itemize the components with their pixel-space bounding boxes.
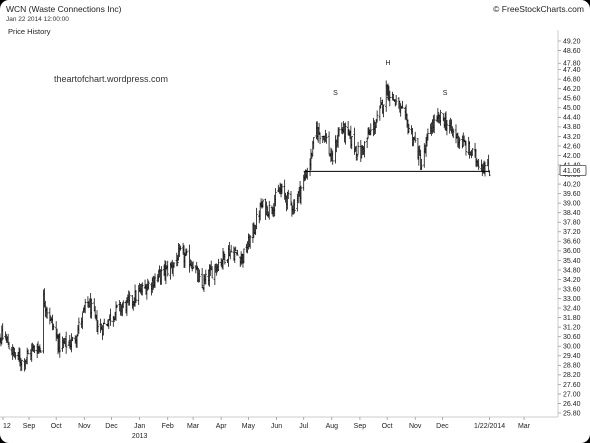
x-year-label: 2013 [132, 433, 148, 440]
x-tick-label: Oct [382, 423, 393, 430]
x-tick-label: 1/22/2014 [474, 423, 505, 430]
last-price-label: 41.06 [563, 168, 581, 175]
last-price-box [559, 165, 587, 176]
y-tick-label: 43.80 [563, 124, 581, 131]
y-tick-label: 42.00 [563, 153, 581, 160]
price-bars [0, 80, 491, 372]
x-tick-label: May [242, 423, 256, 430]
x-tick-label: 12 [3, 423, 11, 430]
y-tick-label: 31.20 [563, 325, 581, 332]
x-tick-label: Jul [299, 423, 308, 430]
y-tick-label: 30.00 [563, 344, 581, 351]
y-tick-label: 40.20 [563, 181, 581, 188]
pattern-annotation: S [333, 90, 338, 97]
x-tick-label: Dec [105, 423, 118, 430]
y-tick-label: 34.80 [563, 267, 581, 274]
y-tick-label: 37.80 [563, 220, 581, 227]
y-tick-label: 47.80 [563, 61, 581, 68]
y-tick-label: 33.00 [563, 296, 581, 303]
y-tick-label: 46.20 [563, 86, 581, 93]
x-tick-label: Mar [518, 423, 531, 430]
y-tick-label: 28.80 [563, 363, 581, 370]
y-tick-label: 26.40 [563, 401, 581, 408]
y-tick-label: 29.40 [563, 353, 581, 360]
x-tick-label: Dec [436, 423, 449, 430]
x-tick-label: Sep [23, 423, 36, 430]
y-tick-label: 33.60 [563, 286, 581, 293]
pattern-annotation: S [443, 90, 448, 97]
brand-label: © FreeStockCharts.com [493, 4, 584, 14]
pattern-annotation: H [385, 60, 390, 67]
chart-date: Jan 22 2014 12:00:00 [6, 16, 69, 23]
y-tick-label: 39.00 [563, 201, 581, 208]
y-tick-label: 42.60 [563, 143, 581, 150]
y-tick-label: 34.20 [563, 277, 581, 284]
y-tick-label: 43.20 [563, 134, 581, 141]
x-tick-label: Jan [134, 423, 145, 430]
x-tick-label: Aug [326, 423, 339, 430]
x-tick-label: Jun [271, 423, 282, 430]
y-tick-label: 39.60 [563, 191, 581, 198]
legend: Price History [6, 26, 53, 37]
y-tick-label: 36.00 [563, 248, 581, 255]
y-tick-label: 36.60 [563, 239, 581, 246]
y-tick-label: 31.80 [563, 315, 581, 322]
y-tick-label: 27.60 [563, 382, 581, 389]
y-tick-label: 48.60 [563, 48, 581, 55]
x-tick-label: Mar [187, 423, 200, 430]
x-tick-label: Nov [409, 423, 422, 430]
x-tick-label: Apr [216, 423, 228, 430]
y-tick-label: 32.40 [563, 305, 581, 312]
chart-title: WCN (Waste Connections Inc) [6, 4, 122, 14]
y-tick-label: 46.80 [563, 77, 581, 84]
x-tick-label: Nov [78, 423, 91, 430]
y-tick-label: 25.80 [563, 410, 581, 417]
x-tick-label: Feb [162, 423, 174, 430]
x-tick-label: Sep [354, 423, 367, 430]
watermark: theartofchart.wordpress.com [54, 74, 169, 84]
y-tick-label: 44.40 [563, 115, 581, 122]
y-tick-label: 28.20 [563, 372, 581, 379]
y-tick-label: 47.40 [563, 67, 581, 74]
y-tick-label: 49.20 [563, 38, 581, 45]
y-tick-label: 37.20 [563, 229, 581, 236]
y-tick-label: 27.00 [563, 391, 581, 398]
y-tick-label: 45.60 [563, 96, 581, 103]
x-tick-label: Oct [51, 423, 62, 430]
y-tick-label: 35.40 [563, 258, 581, 265]
y-tick-label: 30.60 [563, 334, 581, 341]
y-tick-label: 38.40 [563, 210, 581, 217]
y-tick-label: 45.00 [563, 105, 581, 112]
